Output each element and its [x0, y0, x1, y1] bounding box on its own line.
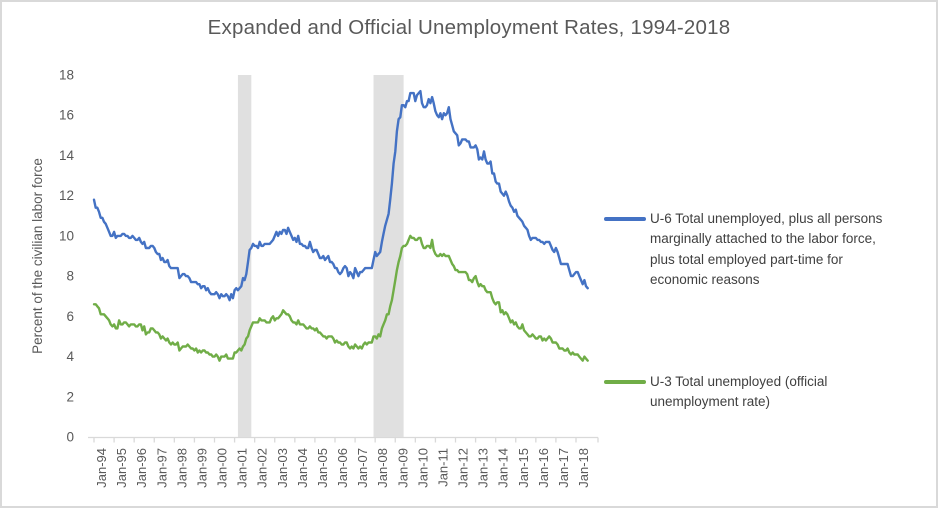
y-tick-label: 8	[66, 269, 74, 284]
x-tick-label: Jan-98	[174, 448, 189, 488]
u3-legend-label: U-3 Total unemployed (official unemploym…	[650, 374, 828, 410]
chart-title: Expanded and Official Unemployment Rates…	[207, 16, 731, 39]
x-tick-label: Jan-07	[355, 448, 370, 488]
x-tick-label: Jan-03	[275, 448, 290, 488]
x-tick-label: Jan-13	[476, 448, 491, 488]
x-tick-label: Jan-04	[295, 448, 310, 488]
x-tick-label: Jan-16	[536, 448, 551, 488]
x-tick-label: Jan-17	[556, 448, 571, 488]
u6-line	[92, 89, 589, 302]
x-tick-label: Jan-99	[194, 448, 209, 488]
x-tick-label: Jan-09	[395, 448, 410, 488]
x-tick-label: Jan-11	[435, 448, 450, 487]
x-tick-label: Jan-18	[576, 448, 591, 488]
x-tick-label: Jan-14	[496, 448, 511, 488]
u6-line-swatch	[604, 217, 646, 221]
x-tick-label: Jan-02	[255, 448, 270, 488]
y-tick-label: 18	[59, 68, 74, 83]
x-tick-label: Jan-94	[94, 448, 109, 488]
x-tick-label: Jan-06	[335, 448, 350, 488]
recession-band-2	[373, 75, 404, 437]
y-tick-label: 6	[66, 309, 74, 324]
u3-line	[92, 234, 589, 362]
x-tick-label: Jan-96	[134, 448, 149, 488]
legend-item-u3: U-3 Total unemployed (official unemploym…	[604, 372, 920, 413]
x-tick-label: Jan-08	[375, 448, 390, 488]
chart-legend: U-6 Total unemployed, plus all persons m…	[604, 209, 920, 413]
y-tick-label: 4	[66, 349, 74, 364]
y-tick-label: 10	[59, 228, 74, 243]
x-tick-label: Jan-10	[415, 448, 430, 488]
u6-legend-label: U-6 Total unemployed, plus all persons m…	[650, 211, 883, 287]
y-axis-title: Percent of the civilian labor force	[30, 158, 45, 354]
x-tick-label: Jan-95	[114, 448, 129, 488]
x-tick-label: Jan-97	[154, 448, 169, 488]
x-tick-label: Jan-00	[215, 448, 230, 488]
y-tick-label: 12	[59, 188, 74, 203]
x-tick-label: Jan-15	[516, 448, 531, 488]
y-tick-label: 2	[66, 389, 74, 404]
x-tick-label: Jan-05	[315, 448, 330, 488]
y-tick-label: 0	[66, 430, 74, 445]
x-tick-label: Jan-12	[456, 448, 471, 488]
x-tick-label: Jan-01	[235, 448, 250, 488]
legend-item-u6: U-6 Total unemployed, plus all persons m…	[604, 209, 920, 290]
plot-content: Jan-94 Jan-95 Jan-96 Jan-97 Jan-98 Jan-99 Jan-…	[59, 68, 599, 488]
y-tick-label: 16	[59, 108, 74, 123]
y-tick-label: 14	[59, 148, 75, 163]
u3-line-swatch	[604, 380, 646, 384]
recession-band-1	[237, 75, 252, 437]
